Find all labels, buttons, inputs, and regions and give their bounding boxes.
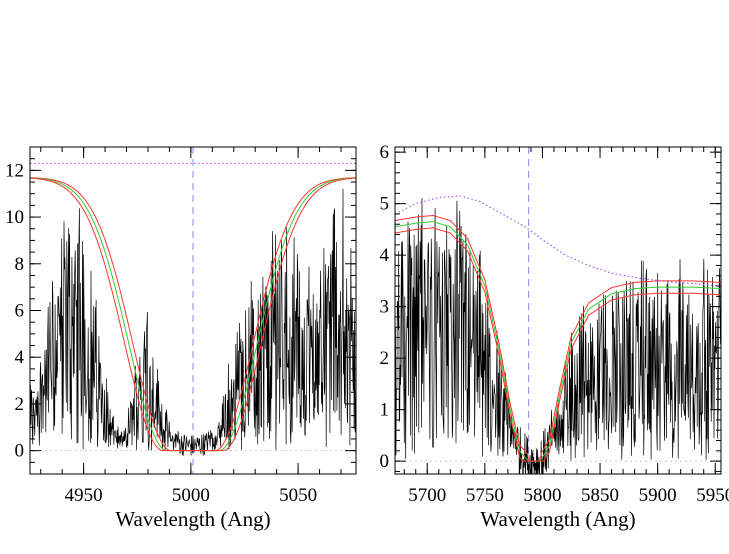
- y-tick-label: 4: [380, 245, 390, 266]
- y-tick-label: 6: [15, 301, 25, 322]
- continuum-curve: [395, 195, 721, 287]
- x-axis-title: Wavelength (Ang): [115, 507, 270, 531]
- y-tick-label: 1: [380, 400, 390, 421]
- y-tick-label: 10: [5, 207, 24, 228]
- y-tick-label: 0: [15, 441, 25, 462]
- x-tick-label: 5050: [279, 485, 317, 506]
- plot-area: [395, 147, 721, 474]
- y-tick-label: 12: [5, 160, 24, 181]
- y-tick-label: 5: [380, 194, 390, 215]
- y-tick-label: 6: [380, 142, 390, 163]
- y-tick-label: 4: [15, 347, 25, 368]
- model-profile-upper: [395, 214, 721, 462]
- x-tick-label: 5700: [408, 485, 446, 506]
- x-tick-label: 5750: [466, 485, 504, 506]
- x-tick-label: 5850: [581, 485, 619, 506]
- y-tick-label: 0: [380, 451, 390, 472]
- plot-area: [30, 147, 356, 474]
- model-profile-lower: [30, 177, 356, 452]
- data-spectrum: [395, 198, 721, 474]
- y-tick-label: 3: [380, 297, 390, 318]
- model-profile-best: [395, 221, 721, 462]
- left-panel: 4950 5000 5050 0 2 4 6 8 10 12 Wavelength (Ang): [5, 146, 357, 531]
- x-tick-label: 4950: [65, 485, 103, 506]
- x-axis-title: Wavelength (Ang): [480, 507, 635, 531]
- data-spectrum: [30, 188, 356, 456]
- x-tick-label: 5800: [523, 485, 561, 506]
- model-profile-lower: [395, 227, 721, 462]
- axes-frame: [394, 146, 722, 475]
- y-tick-label: 8: [15, 254, 25, 275]
- x-tick-label: 5000: [172, 485, 210, 506]
- y-tick-label: 2: [15, 394, 25, 415]
- y-tick-label: 2: [380, 348, 390, 369]
- x-tick-label: 5900: [639, 485, 677, 506]
